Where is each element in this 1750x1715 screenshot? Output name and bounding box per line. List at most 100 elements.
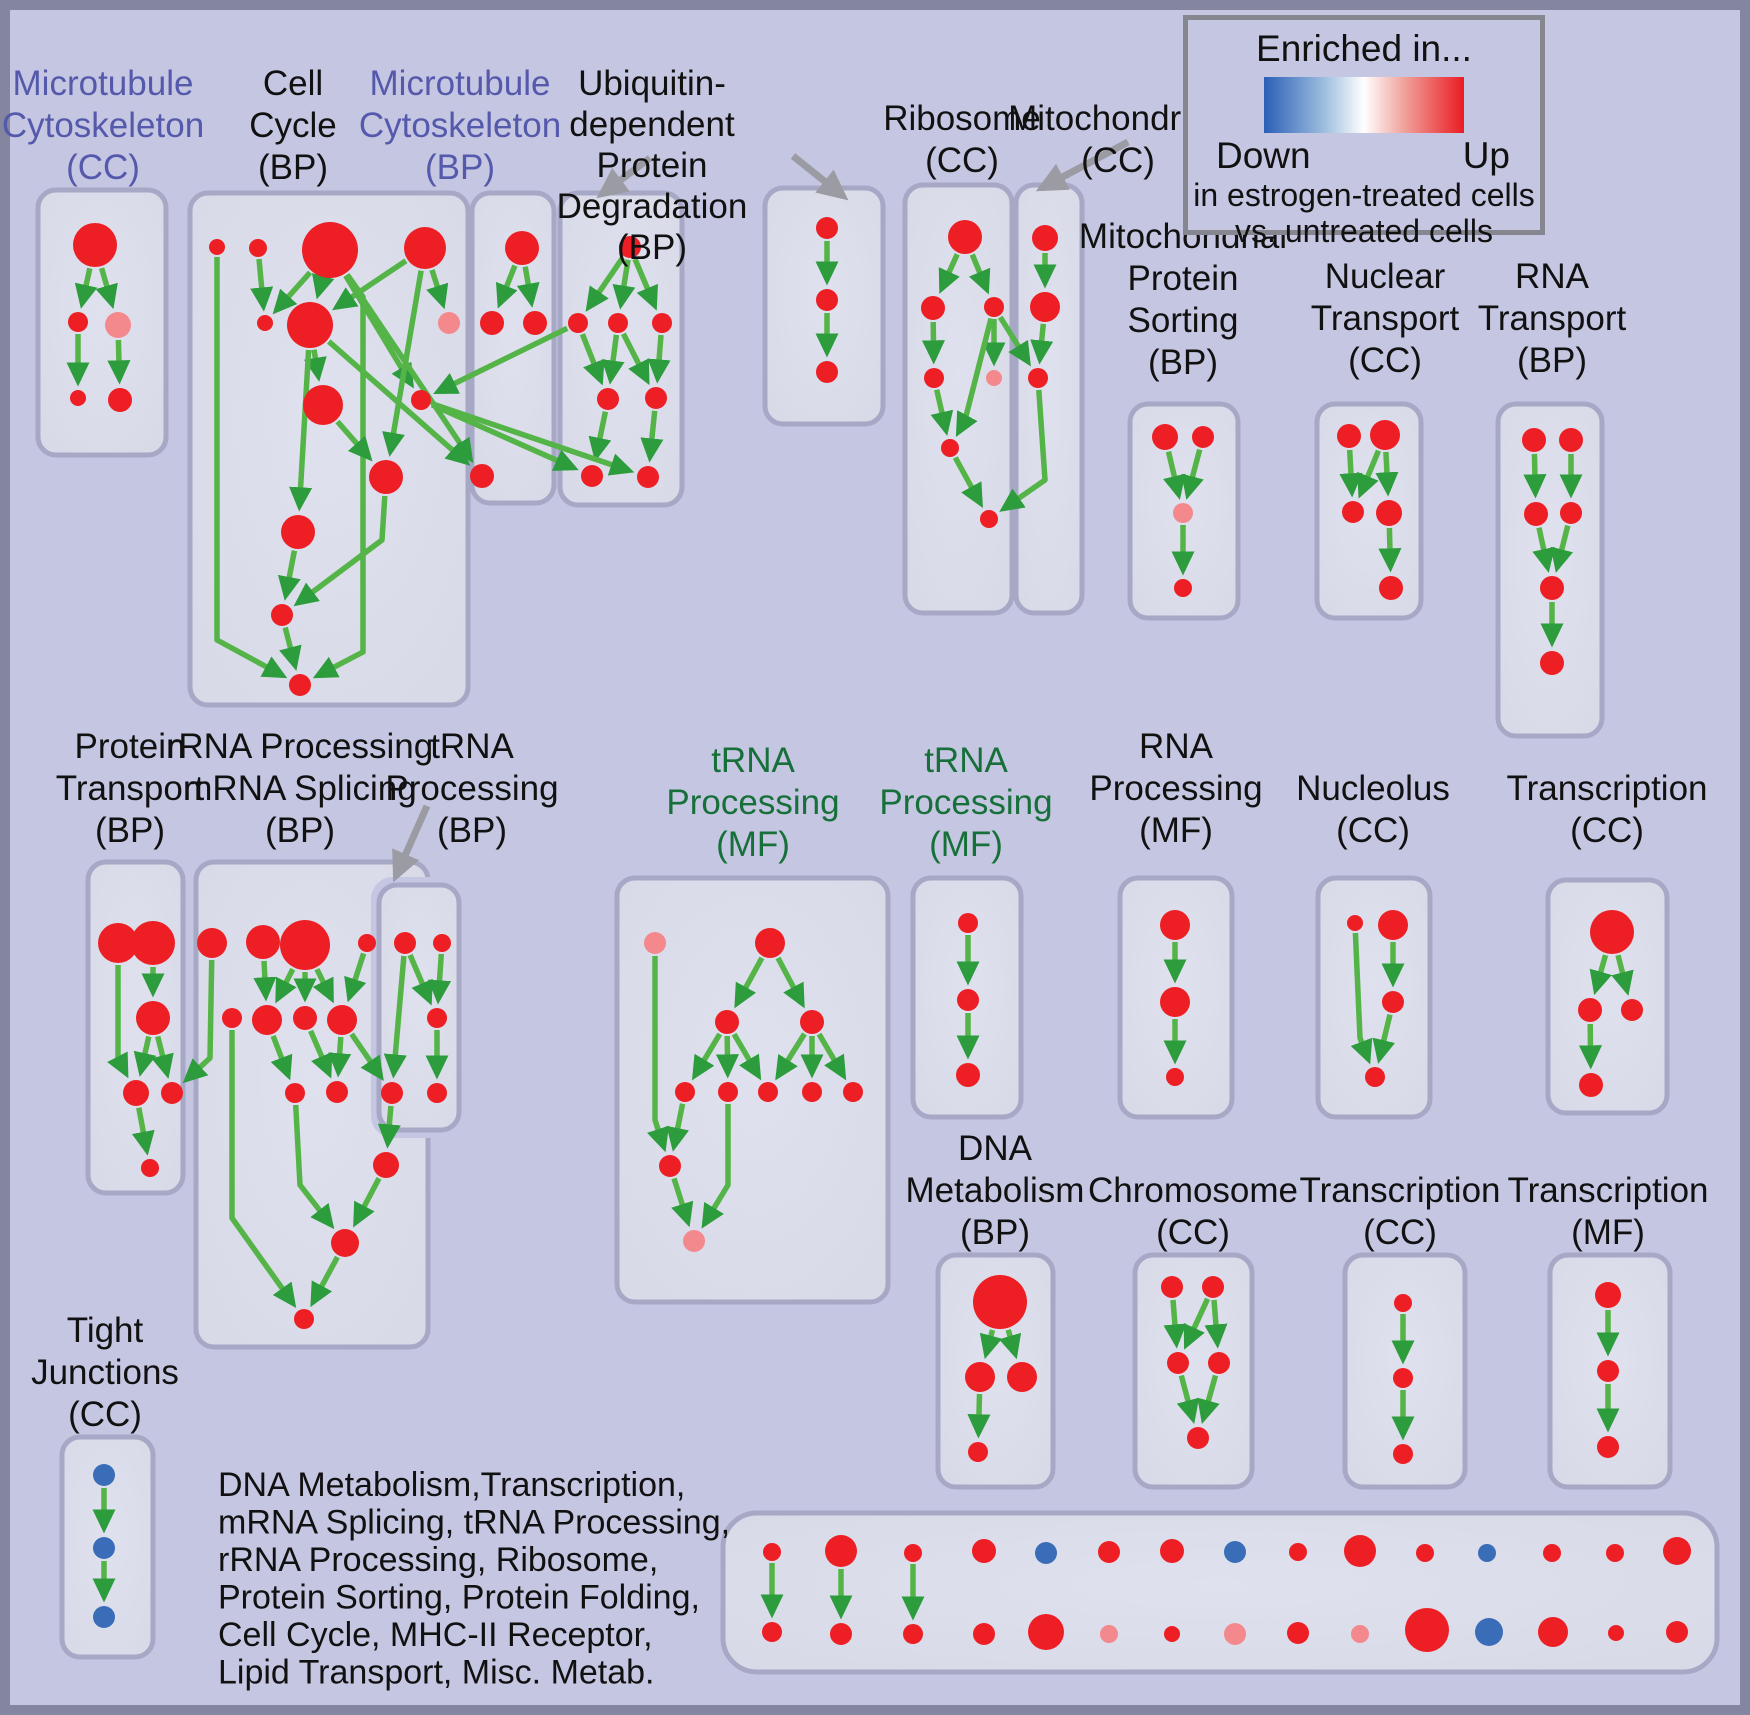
edge-L2-L6 [253,960,277,1002]
edge-Q3-Q4 [1372,1013,1396,1064]
node-N11 [683,1230,705,1252]
nucleolus-cc-box [1315,875,1433,1120]
edge-N2-N4 [775,956,805,1009]
node-B7 [438,312,460,334]
edge-M1-M3 [407,953,433,1006]
edge-D6-D8 [640,410,664,463]
misc-summary-strip-box [720,1510,1720,1675]
edge-D4-D6 [647,334,671,384]
edge-N4-N9 [816,1032,847,1081]
node-B11 [281,515,315,549]
edge-K3-K5 [151,1035,174,1079]
misc-summary-text: DNA Metabolism,Transcription,mRNA Splici… [218,1466,730,1692]
node-B2 [249,239,267,257]
node-K4 [123,1080,149,1106]
node-U2 [1393,1368,1413,1388]
node-N1 [644,932,666,954]
edge-R2-R4 [1578,1023,1603,1070]
rna-transport-bp-box [1495,401,1605,739]
rna-transport-bp-label-line2: Transport [1478,299,1627,338]
node-L13 [294,1309,314,1329]
rrna-processing-mrna-splicing-bp-label-line3: (BP) [265,811,335,850]
node-M2 [433,934,451,952]
node-C4 [470,464,494,488]
node-A2 [68,312,88,332]
node-L8 [327,1005,357,1035]
microtubule-cytoskeleton-cc-label-line2: Cytoskeleton [2,106,204,145]
node-D2 [568,313,588,333]
edge-K4-K6 [131,1107,155,1156]
dna-metabolism-bp-label-line1: DNA [958,1129,1033,1168]
edge-T2-T4 [1204,1299,1228,1349]
tight-junctions-cc-label-line3: (CC) [68,1395,142,1434]
node-X13 [1543,1544,1561,1562]
node-G3 [1028,368,1048,388]
trna-processing-bp-label-line1: tRNA [430,727,514,766]
rna-processing-mf-label-line3: (MF) [1139,811,1213,850]
node-H3 [1173,503,1193,523]
edge-H2-H3 [1181,448,1204,500]
node-U3 [1393,1444,1413,1464]
node-T1 [1161,1276,1183,1298]
edge-M2-M3 [428,953,452,1005]
mitochondrial-protein-sorting-bp-label-line3: Sorting [1128,301,1239,340]
node-L10 [326,1081,348,1103]
node-Q1 [1347,915,1363,931]
node-G1 [1032,225,1058,251]
node-X6 [1098,1541,1120,1563]
transcription-mf-label-line2: (MF) [1571,1213,1645,1252]
cell-cycle-bp-label-line3: (BP) [258,148,328,187]
ribosome-cc-label-line2: (CC) [925,141,999,180]
node-I5 [1379,576,1403,600]
edge-F3-G3 [997,315,1031,367]
node-Y5 [1028,1614,1064,1650]
protein-transport-bp-box [85,859,186,1196]
node-D5 [597,388,619,410]
protein-transport-bp-label-line3: (BP) [95,811,165,850]
node-L6 [252,1005,282,1035]
node-A5 [108,388,132,412]
edge-D5-D7 [588,411,612,462]
node-M4 [381,1082,403,1104]
mitochondrial-protein-sorting-bp-label-line4: (BP) [1148,343,1218,382]
node-H4 [1174,579,1192,597]
trna-processing-mf-center-label-line3: (MF) [716,825,790,864]
node-F5 [986,370,1002,386]
edge-A3-A5 [107,339,131,385]
node-V2 [1597,1360,1619,1382]
edge-L1-K5 [182,959,215,1084]
edge-D1-D3 [612,259,636,310]
node-L3 [280,920,330,970]
node-D3 [608,313,628,333]
edge-B3-B5 [272,270,313,315]
node-O3 [956,1063,980,1087]
node-C1 [505,231,539,265]
node-L11 [373,1152,399,1178]
node-B13 [289,674,311,696]
node-N4 [800,1010,824,1034]
edge-S1-S3 [998,1329,1022,1360]
node-N7 [758,1082,778,1102]
node-T5 [1187,1427,1209,1449]
edge-M1-M4 [383,955,407,1079]
nucleolus-cc-label-line1: Nucleolus [1296,769,1450,808]
node-J4 [1560,502,1582,524]
edge-L4-L8 [344,952,367,1003]
node-B8 [303,385,343,425]
misc-text-line6: Lipid Transport, Misc. Metab. [218,1654,655,1692]
edge-B6-B8 [303,349,327,382]
protein-transport-bp-label-line2: Transport [56,769,205,808]
node-Y10 [1351,1625,1369,1643]
rna-processing-mf-label-line2: Processing [1089,769,1262,808]
tight-junctions-cc-label-line1: Tight [67,1311,144,1350]
node-N8 [802,1082,822,1102]
node-X11 [1416,1544,1434,1562]
microtubule-cytoskeleton-cc-label-line1: Microtubule [13,64,194,103]
node-X2 [825,1535,857,1567]
node-C3 [523,311,547,335]
node-B4 [404,227,446,269]
gray-pointer-arrow-4 [392,804,431,883]
node-F1 [948,220,982,254]
cell-cycle-bp-label-line1: Cell [263,64,323,103]
edge-F1-F2 [938,253,960,294]
